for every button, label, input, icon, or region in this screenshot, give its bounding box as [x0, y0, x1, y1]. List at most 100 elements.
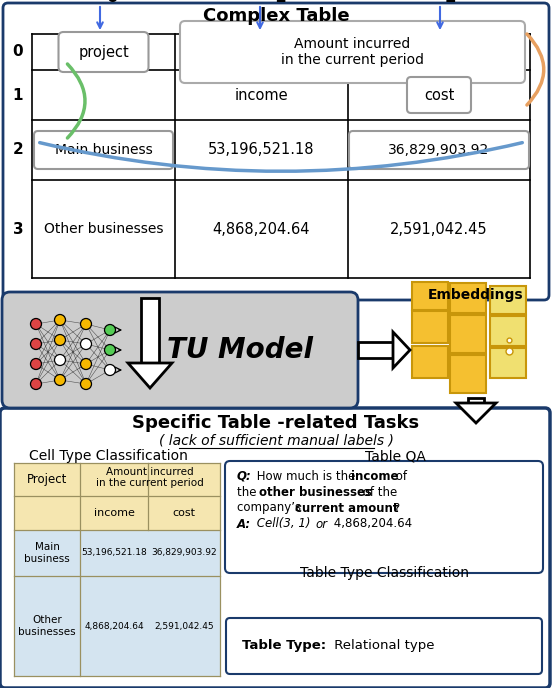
Text: of: of — [392, 469, 407, 482]
FancyBboxPatch shape — [34, 131, 173, 169]
Bar — [490, 316, 526, 346]
Text: Cell(3, 1): Cell(3, 1) — [253, 517, 314, 530]
Text: project: project — [78, 45, 129, 59]
Bar — [490, 348, 526, 378]
Text: 2,591,042.45: 2,591,042.45 — [390, 222, 488, 237]
Text: 4,868,204.64: 4,868,204.64 — [213, 222, 310, 237]
FancyBboxPatch shape — [407, 77, 471, 113]
Circle shape — [104, 325, 115, 336]
Text: Amount incurred
in the current period: Amount incurred in the current period — [96, 466, 204, 488]
Circle shape — [30, 378, 41, 389]
Circle shape — [55, 374, 66, 385]
Bar — [412, 282, 448, 310]
Text: cost: cost — [172, 508, 195, 518]
Text: 2,591,042.45: 2,591,042.45 — [154, 621, 214, 630]
Text: TU Model: TU Model — [167, 336, 313, 364]
Bar — [358, 342, 395, 358]
Text: Table QA: Table QA — [364, 449, 426, 463]
Circle shape — [81, 319, 92, 330]
Text: ( lack of sufficient manual labels ): ( lack of sufficient manual labels ) — [158, 434, 394, 448]
Text: 2: 2 — [444, 0, 456, 6]
Text: current amount: current amount — [295, 502, 399, 515]
Text: income: income — [351, 469, 399, 482]
Circle shape — [81, 338, 92, 350]
Text: the: the — [237, 486, 260, 499]
Circle shape — [104, 365, 115, 376]
Text: 36,829,903.92: 36,829,903.92 — [151, 548, 217, 557]
FancyArrowPatch shape — [40, 142, 522, 171]
Text: Complex Table: Complex Table — [203, 7, 349, 25]
Text: income: income — [93, 508, 135, 518]
Text: 3: 3 — [13, 222, 23, 237]
Circle shape — [104, 345, 115, 356]
Text: 4,868,204.64: 4,868,204.64 — [330, 517, 412, 530]
Text: of the: of the — [359, 486, 397, 499]
Bar — [80, 496, 220, 530]
Circle shape — [81, 358, 92, 369]
Polygon shape — [393, 332, 410, 368]
Text: 1: 1 — [274, 0, 286, 6]
Text: Main
business: Main business — [24, 542, 70, 563]
Bar — [14, 463, 80, 496]
FancyBboxPatch shape — [180, 21, 525, 83]
FancyBboxPatch shape — [3, 3, 549, 300]
Circle shape — [55, 314, 66, 325]
FancyBboxPatch shape — [225, 461, 543, 573]
Circle shape — [30, 319, 41, 330]
Text: Amount incurred
in the current period: Amount incurred in the current period — [281, 37, 424, 67]
Text: 4,868,204.64: 4,868,204.64 — [84, 621, 144, 630]
FancyArrowPatch shape — [527, 34, 544, 105]
FancyBboxPatch shape — [2, 292, 358, 408]
FancyBboxPatch shape — [0, 408, 550, 688]
FancyArrowPatch shape — [67, 64, 85, 138]
FancyBboxPatch shape — [59, 32, 148, 72]
Text: other businesses: other businesses — [259, 486, 372, 499]
Bar — [412, 346, 448, 378]
Bar — [80, 576, 220, 676]
Circle shape — [81, 378, 92, 389]
Text: Table Type Classification: Table Type Classification — [300, 566, 469, 580]
Bar — [14, 496, 80, 530]
Bar — [450, 315, 486, 353]
Bar — [80, 463, 220, 496]
Polygon shape — [456, 403, 496, 423]
Bar — [412, 311, 448, 343]
Circle shape — [55, 354, 66, 365]
Bar — [14, 530, 80, 576]
Text: income: income — [235, 87, 288, 103]
Text: Specific Table -related Tasks: Specific Table -related Tasks — [132, 414, 420, 432]
Text: Project: Project — [27, 473, 67, 486]
Text: ?: ? — [393, 502, 399, 515]
Polygon shape — [128, 363, 172, 388]
FancyBboxPatch shape — [226, 618, 542, 674]
Text: Embeddings: Embeddings — [428, 288, 524, 302]
Text: Q:: Q: — [237, 469, 252, 482]
Text: company’s: company’s — [237, 502, 305, 515]
Text: Other
businesses: Other businesses — [18, 615, 76, 637]
Text: or: or — [315, 517, 327, 530]
Circle shape — [30, 338, 41, 350]
Text: 0: 0 — [106, 0, 118, 6]
Text: Main business: Main business — [55, 143, 152, 157]
Text: Other businesses: Other businesses — [44, 222, 163, 236]
Bar — [490, 286, 526, 314]
Circle shape — [30, 358, 41, 369]
Bar — [80, 530, 220, 576]
Text: Relational type: Relational type — [330, 640, 434, 652]
Text: 36,829,903.92: 36,829,903.92 — [389, 143, 490, 157]
Text: 1: 1 — [13, 87, 23, 103]
Text: 53,196,521.18: 53,196,521.18 — [81, 548, 147, 557]
Text: How much is the: How much is the — [253, 469, 359, 482]
FancyBboxPatch shape — [349, 131, 529, 169]
Bar — [14, 576, 80, 676]
Bar — [450, 355, 486, 393]
Bar — [450, 283, 486, 313]
Text: 2: 2 — [13, 142, 23, 158]
Text: 53,196,521.18: 53,196,521.18 — [208, 142, 315, 158]
Text: cost: cost — [424, 87, 454, 103]
Bar — [468, 398, 484, 405]
Text: A:: A: — [237, 517, 251, 530]
Bar — [141, 298, 159, 366]
Text: 0: 0 — [13, 45, 23, 59]
Text: Table Type:: Table Type: — [242, 640, 331, 652]
